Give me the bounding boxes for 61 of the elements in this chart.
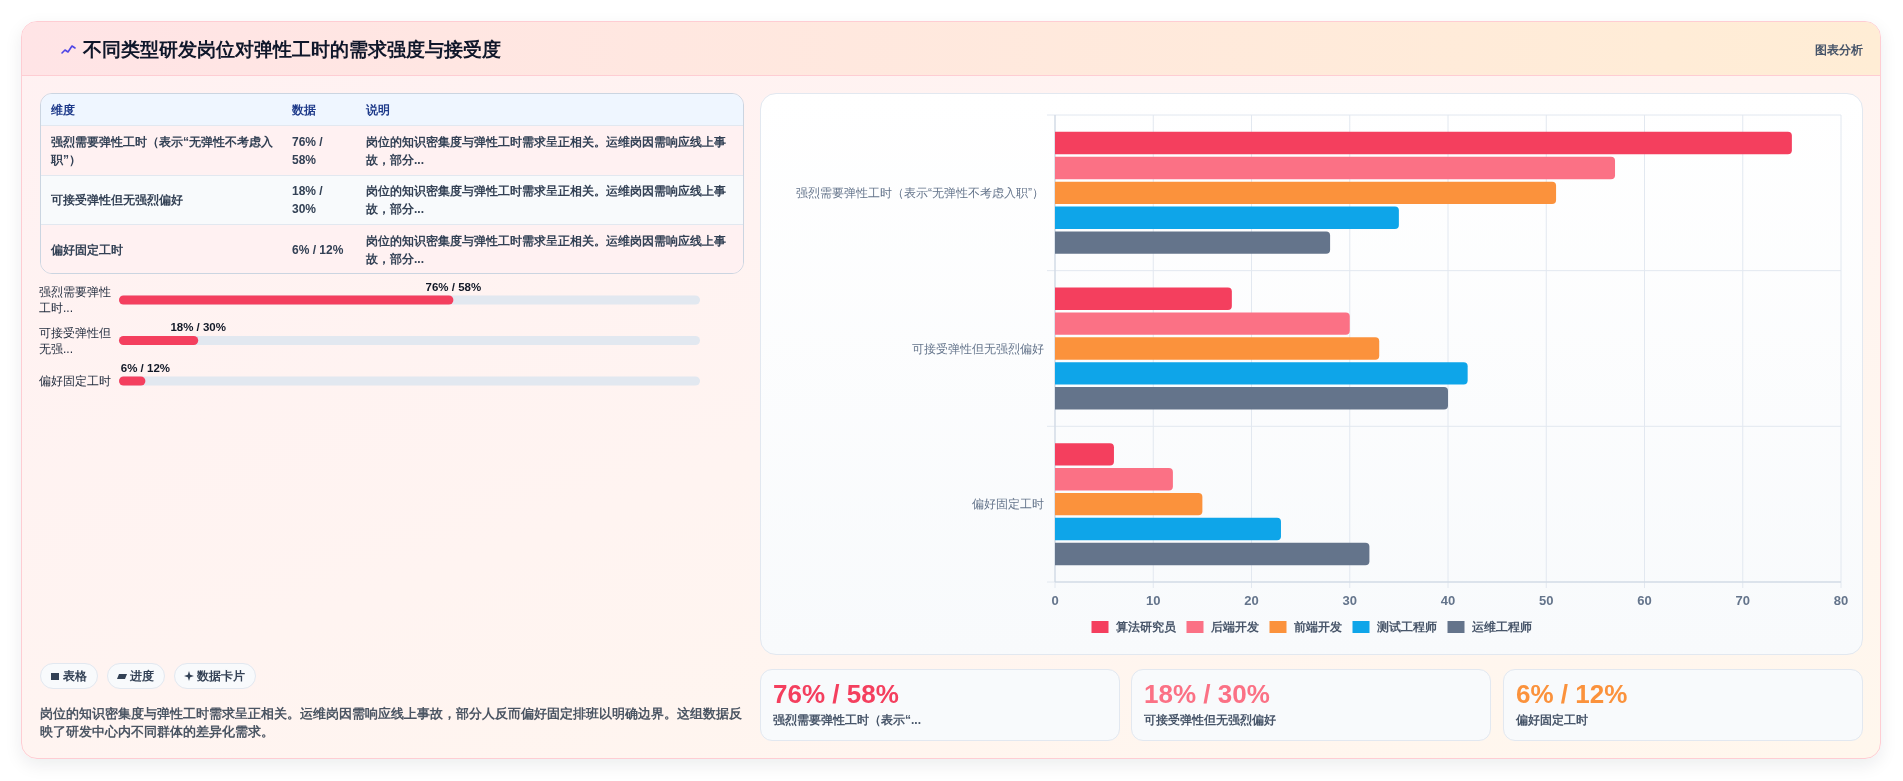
x-tick-label: 80 — [1833, 592, 1849, 608]
text: 可接受弹性但无强烈偏好 — [51, 192, 183, 210]
bar — [1055, 131, 1792, 155]
bar — [1055, 443, 1114, 466]
bar — [1055, 181, 1557, 205]
y-tick-label: 偏好固定工时 — [972, 497, 1044, 512]
text: 偏好固定工时 — [51, 241, 123, 259]
text: 说明 — [366, 103, 390, 118]
text: 6% / 12% — [292, 241, 344, 259]
text: 可接受弹性但无强烈偏好 — [1144, 712, 1276, 728]
bar — [1055, 492, 1203, 516]
legend-label: 运维工程师 — [1470, 620, 1532, 634]
text: 76% / 58% — [773, 679, 899, 709]
text: 表格 — [40, 663, 98, 689]
bar — [1055, 206, 1399, 229]
y-tick-label: 偏好固定工时 — [39, 373, 111, 389]
bar — [1055, 287, 1232, 310]
text: 18% / 30% — [292, 183, 324, 219]
x-tick-label: 40 — [1440, 592, 1456, 608]
data-label: 18% / 30% — [170, 321, 227, 333]
text: 76% / 58% — [292, 133, 324, 169]
x-tick-label: 30 — [1342, 592, 1357, 608]
text: 6% / 12% — [1516, 679, 1628, 709]
legend-label: 前端开发 — [1292, 620, 1342, 634]
x-tick-label: 0 — [1051, 592, 1059, 608]
legend-label: 测试工程师 — [1375, 620, 1437, 634]
bar — [1055, 337, 1380, 360]
data-label: 76% / 58% — [425, 280, 482, 293]
x-tick-label: 10 — [1146, 592, 1161, 608]
text: 不同类型研发岗位对弹性工时的需求强度与接受度 — [83, 38, 501, 62]
text: 岗位的知识密集度与弹性工时需求呈正相关。运维岗因需响应线上事故，部分... — [366, 133, 727, 169]
text: 图表分析 — [1815, 41, 1863, 59]
text: 岗位的知识密集度与弹性工时需求呈正相关。运维岗因需响应线上事故，部分... — [366, 232, 727, 268]
x-tick-label: 50 — [1539, 592, 1554, 608]
text: 数据 — [292, 103, 316, 118]
text: 数据卡片 — [174, 663, 256, 689]
legend-label: 算法研究员 — [1114, 620, 1177, 634]
bar — [1055, 156, 1616, 180]
text: 18% / 30% — [1144, 679, 1270, 709]
bar — [1055, 517, 1281, 541]
text: 进度 — [107, 663, 165, 689]
bar — [1055, 387, 1448, 410]
y-tick-label: 强烈需要弹性工时（表示“无弹性不考虑入职”） — [796, 185, 1044, 200]
x-tick-label: 20 — [1244, 592, 1259, 608]
x-tick-label: 60 — [1637, 592, 1652, 608]
y-tick-label: 可接受弹性但无强... — [39, 324, 112, 357]
y-tick-label: 可接受弹性但无强烈偏好 — [912, 341, 1044, 356]
legend-label: 后端开发 — [1209, 620, 1259, 634]
text: 强烈需要弹性工时（表示“... — [773, 712, 922, 728]
text: 岗位的知识密集度与弹性工时需求呈正相关。运维岗因需响应线上事故，部分人反而偏好固定排班以明确边界。这组数据反映了研发中心内不同群体的差异化需求。 — [40, 705, 743, 741]
text: 偏好固定工时 — [1516, 712, 1588, 728]
bar — [1055, 312, 1350, 335]
bar — [1055, 468, 1173, 491]
bar — [1055, 231, 1331, 254]
y-tick-label: 强烈需要弹性工时... — [39, 284, 112, 316]
bar — [1055, 362, 1468, 385]
text: 岗位的知识密集度与弹性工时需求呈正相关。运维岗因需响应线上事故，部分... — [366, 183, 727, 219]
bar — [1055, 542, 1370, 566]
data-label: 6% / 12% — [120, 361, 171, 374]
x-tick-label: 70 — [1735, 592, 1750, 608]
text: 维度 — [51, 102, 75, 118]
